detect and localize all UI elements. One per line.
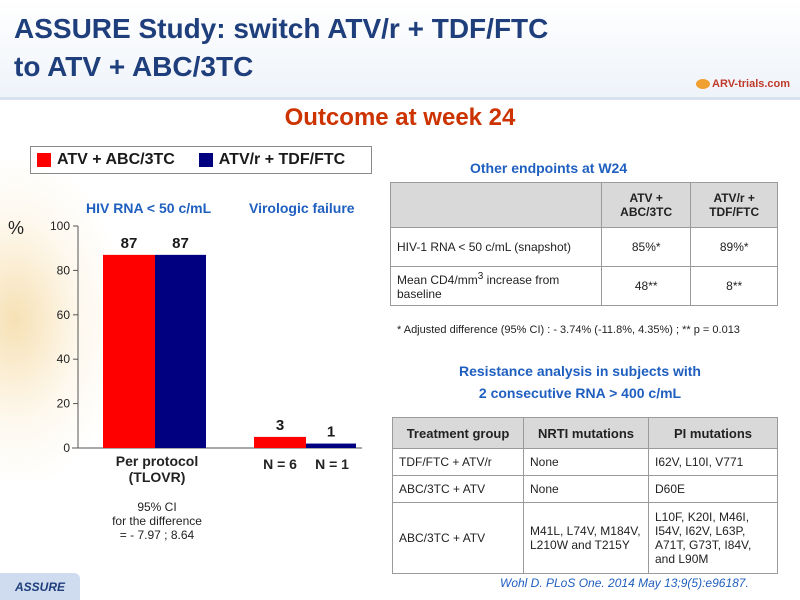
bar-value-label: 87 — [172, 235, 189, 252]
endpoints-cell: 8** — [690, 266, 778, 306]
endpoints-cell: 85%* — [600, 227, 692, 267]
n-label-2: N = 1 — [315, 456, 349, 472]
virologic-failure-header: Virologic failure — [249, 200, 355, 216]
cd4-label-b: increase from baseline — [397, 273, 560, 301]
y-axis-unit: % — [8, 218, 25, 238]
chart-legend: ATV + ABC/3TC ATV/r + TDF/FTC — [30, 146, 372, 174]
col1-line2: ABC/3TC — [620, 205, 673, 219]
ci-line-2: for the difference — [112, 514, 202, 528]
endpoints-cell: 89%* — [690, 227, 778, 267]
resistance-cell: ABC/3TC + ATV — [392, 502, 524, 574]
resistance-cell: None — [523, 448, 649, 476]
bar — [306, 443, 356, 448]
legend-item-atvr-tdf: ATV/r + TDF/FTC — [193, 151, 345, 169]
endpoints-row-cd4: Mean CD4/mm3 increase from baseline 48**… — [390, 266, 778, 306]
endpoints-header-row: ATV + ABC/3TC ATV/r + TDF/FTC — [390, 182, 778, 228]
ci-note: 95% CI for the difference = - 7.97 ; 8.6… — [92, 500, 222, 542]
resistance-table: Treatment group NRTI mutations PI mutati… — [392, 417, 778, 574]
ci-line-1: 95% CI — [137, 500, 177, 514]
col2-line2: TDF/FTC — [709, 205, 760, 219]
resistance-header-row: Treatment group NRTI mutations PI mutati… — [392, 417, 778, 449]
endpoints-row-rna: HIV-1 RNA < 50 c/mL (snapshot) 85%* 89%* — [390, 227, 778, 267]
resistance-row: TDF/FTC + ATV/r None I62V, L10I, V771 — [392, 448, 778, 476]
endpoints-table: ATV + ABC/3TC ATV/r + TDF/FTC HIV-1 RNA < … — [390, 182, 778, 306]
n-label-1: N = 6 — [263, 456, 297, 472]
bar — [155, 254, 206, 448]
legend-swatch-red — [37, 153, 51, 167]
resistance-row: ABC/3TC + ATV None D60E — [392, 475, 778, 503]
slide-subtitle: Outcome at week 24 — [284, 104, 516, 131]
logo-mark-icon — [696, 79, 710, 90]
resistance-cell: TDF/FTC + ATV/r — [392, 448, 524, 476]
header-band — [0, 0, 800, 100]
resistance-header: PI mutations — [648, 417, 778, 449]
title-line-2: to ATV + ABC/3TC — [14, 51, 254, 82]
col1-line1: ATV + — [629, 191, 663, 205]
resistance-title: Resistance analysis in subjects with 2 c… — [430, 360, 730, 404]
endpoints-row-label: Mean CD4/mm3 increase from baseline — [390, 266, 602, 306]
endpoints-title: Other endpoints at W24 — [470, 160, 628, 176]
legend-item-atv-abc: ATV + ABC/3TC — [31, 151, 175, 169]
per-protocol-line-1: Per protocol — [115, 453, 199, 469]
resistance-cell: I62V, L10I, V771 — [648, 448, 778, 476]
col2-line1: ATV/r + — [713, 191, 755, 205]
endpoints-header-blank — [390, 182, 602, 228]
endpoints-row-label: HIV-1 RNA < 50 c/mL (snapshot) — [390, 227, 602, 267]
header-rule — [0, 97, 800, 100]
endpoints-footnote: * Adjusted difference (95% CI) : - 3.74%… — [397, 324, 740, 336]
bar-value-label: 3 — [276, 417, 284, 434]
per-protocol-line-2: (TLOVR) — [128, 469, 186, 485]
assure-footer-tab: ASSURE — [0, 573, 80, 600]
bars-group: 87 87 3 1 — [103, 235, 356, 448]
resistance-cell: L10F, K20I, M46I, I54V, I62V, L63P, A71T… — [648, 502, 778, 574]
endpoints-cell: 48** — [600, 266, 692, 306]
resistance-row: ABC/3TC + ATV M41L, L74V, M184V, L210W a… — [392, 502, 778, 574]
bar-value-label: 87 — [121, 235, 138, 252]
title-line-1: ASSURE Study: switch ATV/r + TDF/FTC — [14, 13, 549, 44]
endpoints-header-atv-abc: ATV + ABC/3TC — [600, 182, 692, 228]
resistance-cell: M41L, L74V, M184V, L210W and T215Y — [523, 502, 649, 574]
resistance-cell: D60E — [648, 475, 778, 503]
citation: Wohl D. PLoS One. 2014 May 13;9(5):e9618… — [500, 576, 749, 590]
legend-label-2: ATV/r + TDF/FTC — [218, 151, 346, 168]
y-tick-label: 20 — [57, 397, 71, 411]
ci-line-3: = - 7.97 ; 8.64 — [119, 528, 195, 542]
per-protocol-label: Per protocol (TLOVR) — [92, 453, 222, 485]
hiv-rna-header: HIV RNA < 50 c/mL — [86, 200, 212, 216]
resistance-header: NRTI mutations — [523, 417, 649, 449]
y-tick-label: 80 — [57, 263, 71, 277]
slide-title: ASSURE Study: switch ATV/r + TDF/FTC to … — [14, 10, 548, 86]
decorative-glow — [0, 160, 120, 480]
resistance-cell: ABC/3TC + ATV — [392, 475, 524, 503]
arv-trials-logo: ARV-trials.com — [696, 78, 790, 90]
y-tick-label: 0 — [63, 441, 70, 455]
y-tick-label: 40 — [57, 352, 71, 366]
resistance-title-line-1: Resistance analysis in subjects with — [459, 363, 701, 379]
cd4-label-a: Mean CD4/mm — [397, 273, 478, 287]
resistance-header: Treatment group — [392, 417, 524, 449]
legend-label-1: ATV + ABC/3TC — [57, 151, 175, 168]
cd4-sup: 3 — [477, 271, 484, 282]
y-axis: 0 20 40 60 80 100 — [50, 219, 362, 455]
bar — [103, 254, 155, 448]
legend-swatch-navy — [198, 153, 213, 167]
endpoints-header-atvr-tdf: ATV/r + TDF/FTC — [690, 182, 778, 228]
resistance-cell: None — [523, 475, 649, 503]
resistance-title-line-2: 2 consecutive RNA > 400 c/mL — [478, 385, 682, 401]
y-tick-label: 100 — [50, 219, 70, 233]
logo-text: ARV-trials.com — [712, 78, 791, 90]
bar-value-label: 1 — [327, 424, 335, 441]
bar — [254, 436, 306, 448]
y-tick-label: 60 — [57, 308, 71, 322]
